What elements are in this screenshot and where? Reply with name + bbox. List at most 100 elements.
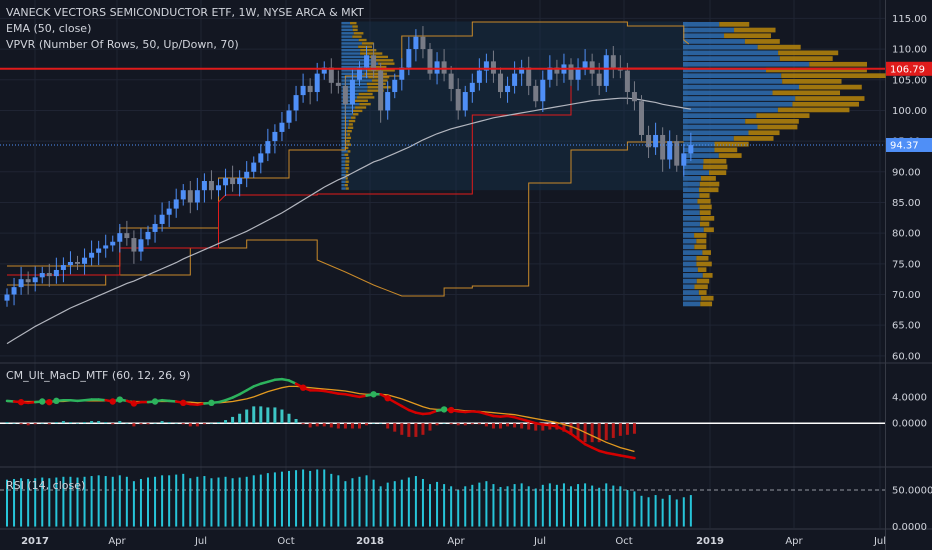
rsi-bar bbox=[499, 487, 502, 527]
macd-cross-marker bbox=[46, 398, 53, 406]
macd-histogram-bar bbox=[188, 423, 192, 427]
rsi-bar bbox=[436, 481, 439, 527]
macd-histogram-bar bbox=[562, 423, 566, 432]
price-tick-label: 65.00 bbox=[892, 321, 921, 332]
volume-profile-bar-up bbox=[341, 170, 346, 173]
macd-line-segment bbox=[407, 408, 418, 414]
candle-body bbox=[4, 294, 10, 301]
macd-line-segment bbox=[400, 404, 411, 412]
macd-histogram-bar bbox=[484, 423, 488, 427]
volume-profile-bar-down bbox=[348, 123, 353, 126]
rsi-bar bbox=[668, 495, 671, 527]
volume-profile-bar-up bbox=[341, 143, 347, 146]
volume-profile-bar-down bbox=[366, 82, 386, 86]
candle-body bbox=[237, 177, 243, 185]
lower-envelope-line bbox=[7, 141, 684, 297]
rsi-bar bbox=[196, 476, 199, 527]
macd-histogram-bar bbox=[97, 421, 101, 424]
price-tick-label: 80.00 bbox=[892, 229, 921, 240]
rsi-bar bbox=[584, 483, 587, 527]
vpvr-range-box bbox=[341, 21, 688, 191]
rsi-bar bbox=[147, 477, 149, 527]
volume-profile-bar-down bbox=[699, 204, 712, 210]
volume-profile-bar-up bbox=[683, 130, 749, 136]
candle-body bbox=[342, 85, 348, 105]
volume-profile-bar-up bbox=[683, 227, 704, 233]
volume-profile-bar-down bbox=[778, 50, 839, 56]
macd-line-segment bbox=[583, 443, 594, 449]
price-level-label: 106.79 bbox=[890, 64, 925, 75]
macd-histogram-bar bbox=[470, 423, 474, 425]
rsi-bar bbox=[619, 486, 622, 527]
volume-profile-bar-down bbox=[346, 136, 352, 140]
rsi-bar bbox=[231, 478, 234, 527]
volume-profile-bar-down bbox=[777, 107, 850, 113]
macd-histogram-bar bbox=[477, 423, 481, 425]
volume-profile-bar-up bbox=[683, 141, 715, 147]
rsi-bar bbox=[245, 476, 248, 527]
rsi-bar bbox=[280, 471, 283, 527]
candle-body bbox=[39, 273, 45, 278]
macd-histogram-bar bbox=[379, 423, 383, 424]
macd-histogram-bar bbox=[520, 423, 524, 429]
volume-profile-bar-up bbox=[341, 42, 362, 45]
candle-body bbox=[667, 141, 673, 160]
candle-body bbox=[469, 82, 475, 93]
rsi-bar bbox=[534, 488, 537, 527]
candle-body bbox=[25, 279, 31, 283]
macd-histogram-bar bbox=[365, 423, 369, 426]
volume-profile-bar-down bbox=[703, 164, 728, 170]
candle-body bbox=[82, 257, 88, 264]
macd-histogram-bar bbox=[104, 422, 108, 424]
price-tick-label: 75.00 bbox=[892, 259, 921, 270]
volume-profile-bar-up bbox=[341, 146, 346, 150]
price-tick-label: 110.00 bbox=[892, 45, 927, 56]
candle-body bbox=[223, 177, 229, 186]
candle-body bbox=[201, 181, 207, 191]
rsi-bar bbox=[104, 476, 107, 527]
price-tick-label: 85.00 bbox=[892, 198, 921, 209]
rsi-bar bbox=[224, 476, 227, 527]
macd-line-segment bbox=[238, 389, 248, 396]
rsi-bar bbox=[471, 484, 474, 527]
macd-histogram-bar bbox=[83, 422, 87, 424]
volume-profile-bar-down bbox=[700, 301, 713, 307]
rsi-bar bbox=[591, 485, 594, 527]
volume-profile-bar-down bbox=[696, 238, 707, 244]
macd-histogram-bar bbox=[308, 423, 312, 428]
rsi-bar bbox=[168, 475, 171, 527]
rsi-bar bbox=[27, 478, 30, 527]
price-tick-label: 90.00 bbox=[892, 167, 921, 178]
volume-profile-bar-down bbox=[370, 65, 387, 69]
rsi-bar bbox=[513, 484, 516, 527]
candles bbox=[4, 26, 694, 307]
candle-body bbox=[631, 92, 637, 102]
macd-histogram-bar bbox=[632, 423, 636, 434]
rsi-bar bbox=[379, 486, 382, 527]
volume-profile-bar-up bbox=[683, 90, 773, 96]
rsi-bar bbox=[154, 476, 157, 527]
rsi-bar bbox=[457, 489, 460, 527]
volume-profile-bar-down bbox=[354, 99, 368, 102]
last-price-badge bbox=[886, 137, 932, 152]
macd-line-segment bbox=[428, 409, 439, 415]
volume-profile-bar-up bbox=[341, 180, 346, 183]
volume-profile-bar-down bbox=[697, 198, 711, 204]
macd-title: CM_Ult_MacD_MTF (60, 12, 26, 9) bbox=[6, 369, 191, 382]
rsi-title: RSI (14, close) bbox=[6, 479, 86, 492]
macd-histogram-bar bbox=[386, 423, 390, 429]
candle-body bbox=[173, 199, 179, 209]
volume-profile-bar-down bbox=[367, 89, 384, 92]
volume-profile-bar-up bbox=[683, 187, 700, 193]
macd-line-segment bbox=[555, 425, 566, 432]
volume-profile-bar-down bbox=[694, 233, 707, 238]
volume-profile-bar-down bbox=[347, 126, 354, 129]
macd-histogram-bar bbox=[350, 423, 354, 429]
volume-profile-bar-down bbox=[345, 146, 349, 150]
macd-line-segment bbox=[393, 400, 404, 408]
macd-histogram-bar bbox=[26, 423, 30, 426]
candle-body bbox=[371, 55, 377, 71]
volume-profile-bar-down bbox=[748, 130, 780, 136]
macd-line-segment bbox=[224, 396, 234, 402]
